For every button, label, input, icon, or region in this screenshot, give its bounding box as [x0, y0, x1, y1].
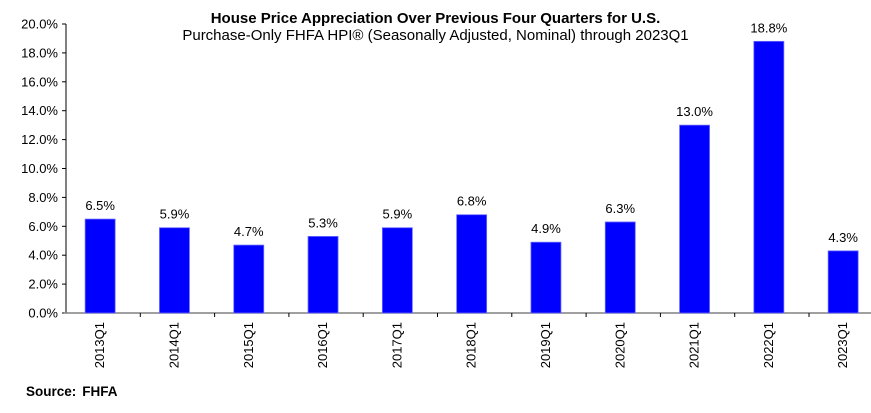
data-label: 4.3% — [828, 230, 858, 245]
data-labels: 6.5% 5.9% 4.7% 5.3% 5.9% 6.8% 4.9% 6.3% 13.0% 18.… — [85, 20, 858, 245]
x-axis: 2013Q1 2014Q1 2015Q1 2016Q1 2017Q1 2018Q1 2019… — [64, 312, 871, 368]
bar — [753, 40, 785, 314]
y-tick-label: 8.0% — [28, 190, 58, 205]
data-label: 6.5% — [85, 198, 115, 213]
y-tick-label: 14.0% — [21, 103, 58, 118]
bar — [679, 124, 710, 314]
data-label: 4.9% — [531, 221, 561, 236]
x-tick-label: 2023Q1 — [835, 322, 850, 368]
y-tick-label: 6.0% — [28, 219, 58, 234]
x-tick-label: 2019Q1 — [538, 322, 553, 368]
x-tick-label: 2013Q1 — [92, 322, 107, 368]
y-tick-label: 16.0% — [21, 74, 58, 89]
chart-title: House Price Appreciation Over Previous F… — [210, 10, 661, 27]
bar — [530, 241, 562, 314]
data-label: 5.9% — [160, 207, 190, 222]
y-tick-label: 2.0% — [28, 277, 58, 292]
source-note: Source: FHFA — [26, 384, 124, 399]
x-tick-label: 2021Q1 — [687, 322, 702, 368]
x-tick-label: 2022Q1 — [761, 322, 776, 368]
data-label: 5.3% — [308, 215, 338, 230]
bar — [827, 250, 859, 314]
data-label: 5.9% — [383, 207, 413, 222]
bar — [233, 244, 265, 314]
bars — [84, 40, 859, 314]
bar — [456, 214, 488, 314]
data-label: 18.8% — [750, 20, 787, 35]
y-tick-label: 4.0% — [28, 248, 58, 263]
bar — [381, 227, 413, 314]
x-tick-label: 2017Q1 — [389, 322, 404, 368]
bar — [604, 221, 636, 314]
y-axis: 0.0% 2.0% 4.0% 6.0% 8.0% 10.0% 12.0% 14.0% 16.0%… — [21, 17, 67, 321]
data-label: 6.3% — [605, 201, 635, 216]
source-label: Source: — [26, 384, 77, 399]
source-value: FHFA — [82, 384, 118, 399]
x-tick-label: 2020Q1 — [612, 322, 627, 368]
data-label: 6.8% — [457, 194, 487, 209]
y-tick-label: 0.0% — [28, 306, 58, 321]
bar — [307, 236, 339, 314]
bar — [159, 227, 190, 314]
x-tick-label: 2016Q1 — [315, 322, 330, 368]
bar — [84, 218, 116, 314]
data-label: 4.7% — [234, 224, 264, 239]
x-tick-label: 2015Q1 — [241, 322, 256, 368]
chart-subtitle: Purchase-Only FHFA HPI® (Seasonally Adju… — [182, 27, 689, 44]
data-label: 13.0% — [676, 104, 713, 119]
y-tick-label: 10.0% — [21, 161, 58, 176]
x-tick-label: 2014Q1 — [166, 322, 181, 368]
y-tick-label: 18.0% — [21, 45, 58, 60]
x-tick-label: 2018Q1 — [464, 322, 479, 368]
y-tick-label: 20.0% — [21, 17, 58, 32]
y-tick-label: 12.0% — [21, 132, 58, 147]
